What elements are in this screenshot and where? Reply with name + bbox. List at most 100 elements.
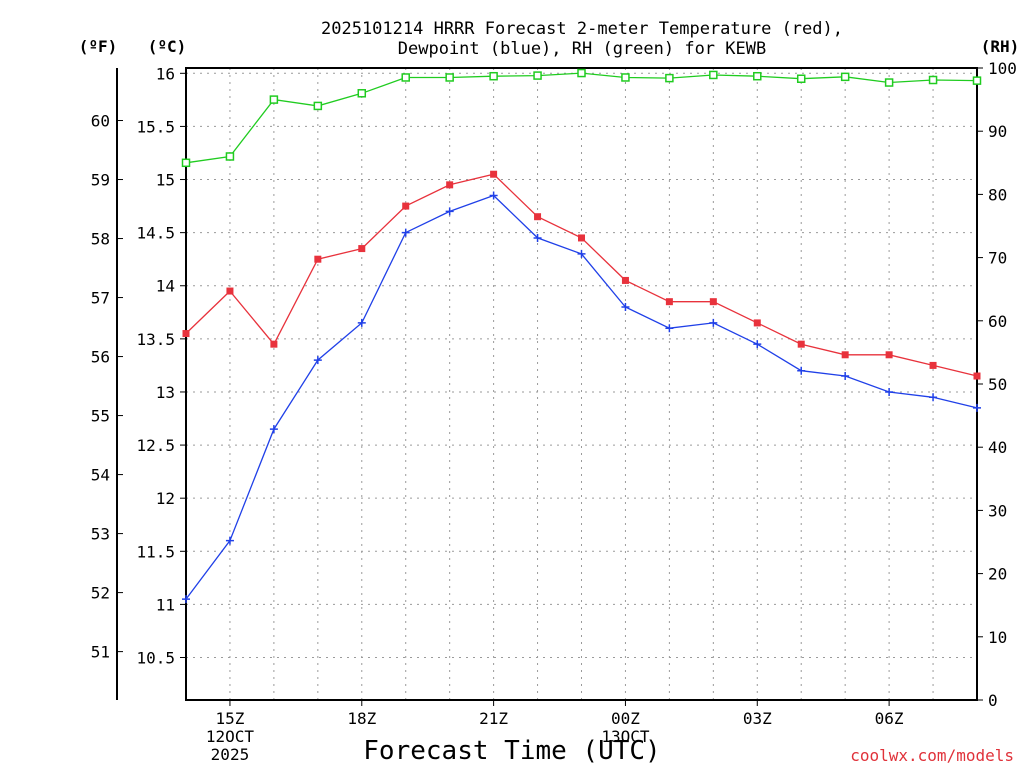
dewpoint-point (797, 366, 806, 375)
temperature-point (534, 213, 542, 221)
fahrenheit-tick-label: 53 (91, 525, 110, 544)
rh-point (884, 78, 894, 87)
series-dewpoint (182, 191, 981, 604)
temperature-point (841, 351, 849, 359)
rh-point (840, 72, 850, 82)
dewpoint-point (269, 425, 278, 434)
celsius-tick-label: 13.5 (136, 330, 175, 349)
temperature-line (185, 173, 978, 377)
fahrenheit-tick-label: 60 (91, 112, 110, 131)
rh-tick-label: 90 (988, 122, 1007, 141)
x-tick-label: 06Z (875, 709, 904, 728)
x-tick-label: 03Z (743, 709, 772, 728)
grid-lines (186, 68, 977, 700)
rh-point (489, 71, 498, 81)
temperature-point (621, 276, 629, 284)
dewpoint-point (753, 340, 762, 349)
temperature-point (929, 361, 937, 369)
celsius-tick-label: 16 (156, 64, 175, 83)
credit-text: coolwx.com/models (850, 746, 1014, 765)
axes (116, 67, 983, 706)
temperature-point (578, 234, 585, 242)
rh-tick-label: 80 (988, 185, 1007, 204)
fahrenheit-tick-label: 51 (91, 643, 110, 662)
temperature-point (797, 340, 805, 348)
celsius-tick-label: 12 (156, 489, 175, 508)
rh-point (796, 74, 806, 83)
temperature-point (665, 298, 673, 306)
rh-point (972, 76, 982, 85)
rh-tick-label: 50 (988, 375, 1007, 394)
dewpoint-point (841, 372, 850, 381)
temperature-point (270, 340, 278, 348)
rh-unit-label: (RH) (981, 37, 1020, 56)
rh-point (665, 73, 674, 83)
rh-point (269, 95, 279, 104)
dewpoint-point (445, 207, 454, 216)
rh-point (928, 75, 938, 85)
celsius-tick-label: 11.5 (136, 542, 175, 561)
rh-tick-label: 100 (988, 59, 1017, 78)
dewpoint-point (621, 302, 630, 311)
dewpoint-point (357, 318, 366, 327)
rh-point (445, 73, 454, 82)
celsius-tick-label: 11 (156, 595, 175, 614)
celsius-tick-label: 12.5 (136, 436, 175, 455)
celsius-tick-label: 14 (156, 277, 175, 296)
chart-title-line-1: 2025101214 HRRR Forecast 2-meter Tempera… (321, 19, 843, 39)
rh-tick-label: 30 (988, 501, 1007, 520)
dewpoint-point (929, 393, 938, 402)
celsius-tick-label: 15 (156, 171, 175, 190)
dewpoint-point (533, 233, 542, 242)
celsius-tick-label: 15.5 (136, 117, 175, 136)
dewpoint-point (225, 536, 234, 545)
rh-point (313, 101, 323, 111)
fahrenheit-tick-label: 59 (91, 171, 110, 190)
x-tick-label: 18Z (347, 709, 376, 728)
rh-point (401, 73, 410, 82)
rh-tick-label: 70 (988, 249, 1007, 268)
dewpoint-point (489, 191, 498, 200)
x-tick-label: 12OCT (206, 727, 255, 746)
temperature-point (182, 330, 190, 338)
fahrenheit-tick-label: 52 (91, 584, 110, 603)
fahrenheit-unit-label: (ºF) (79, 37, 118, 56)
temperature-point (314, 255, 322, 263)
tick-labels: 10.5 11 11.5 12 12.5 13 13.5 14 14.5 15 15.5 16 51 52… (91, 59, 1017, 764)
fahrenheit-tick-label: 56 (91, 348, 110, 367)
rh-point (533, 71, 542, 80)
rh-tick-label: 60 (988, 312, 1007, 331)
rh-point (357, 89, 367, 98)
fahrenheit-tick-label: 57 (91, 289, 110, 308)
celsius-unit-label: (ºC) (148, 37, 187, 56)
temperature-point (709, 298, 717, 306)
temperature-point (446, 181, 454, 189)
fahrenheit-tick-label: 54 (91, 466, 110, 485)
rh-tick-label: 40 (988, 438, 1007, 457)
rh-point (181, 158, 191, 168)
x-tick-label: 13OCT (601, 727, 650, 746)
rh-tick-label: 20 (988, 565, 1007, 584)
celsius-tick-label: 10.5 (136, 649, 175, 668)
dewpoint-point (665, 324, 674, 333)
dewpoint-point (182, 595, 190, 604)
rh-point (225, 152, 235, 161)
x-tick-label: 15Z (215, 709, 244, 728)
data-series (181, 68, 982, 604)
x-axis-title: Forecast Time (UTC) (363, 736, 660, 766)
temperature-point (402, 202, 410, 210)
fahrenheit-tick-label: 55 (91, 407, 110, 426)
dewpoint-point (577, 249, 586, 258)
series-temperature (182, 170, 981, 380)
x-tick-label: 2025 (211, 745, 250, 764)
rh-tick-label: 0 (988, 691, 998, 710)
dewpoint-point (885, 387, 894, 396)
rh-point (753, 71, 762, 81)
temperature-point (885, 351, 893, 359)
rh-point (621, 73, 630, 82)
dewpoint-point (313, 356, 322, 365)
temperature-point (490, 170, 498, 178)
temperature-point (226, 287, 234, 295)
x-tick-label: 00Z (611, 709, 640, 728)
